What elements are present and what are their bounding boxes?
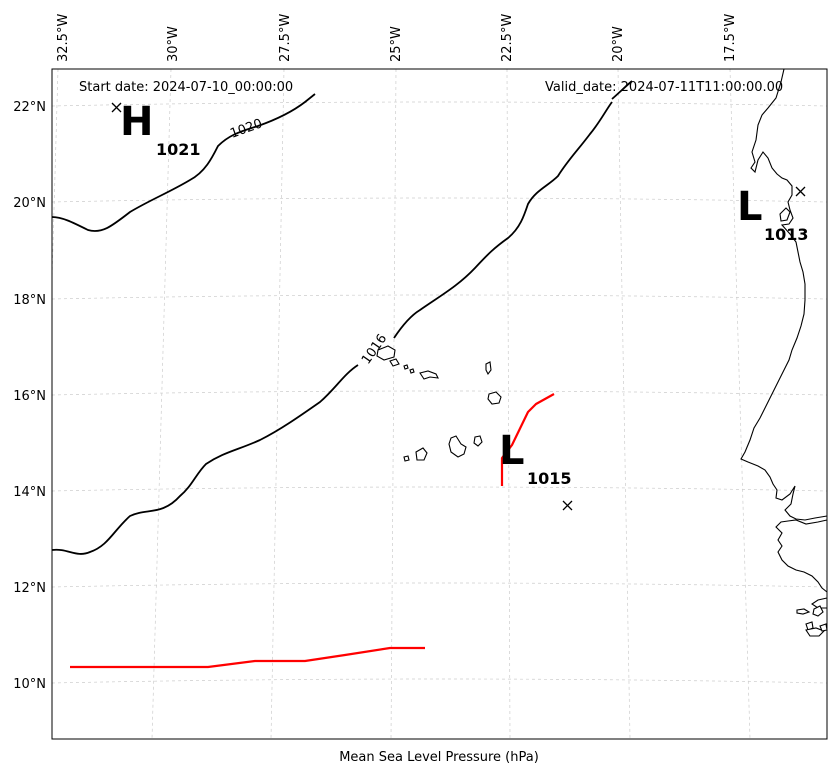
lat-tick-18n: 18°N bbox=[13, 293, 46, 308]
map-frame bbox=[51, 68, 828, 740]
high-center-value: 1021 bbox=[156, 140, 201, 159]
high-center-letter: H bbox=[120, 99, 153, 145]
cape-verde-islands bbox=[376, 345, 502, 462]
storm-track-cape-verde bbox=[500, 393, 555, 486]
map-caption: Mean Sea Level Pressure (hPa) bbox=[339, 750, 539, 765]
low-center-letter-east: L bbox=[737, 184, 763, 230]
lon-tick-17-5w: 17.5°W bbox=[723, 14, 738, 62]
lon-tick-32-5w: 32.5°W bbox=[56, 14, 71, 62]
low-center-value-south: 1015 bbox=[527, 469, 572, 488]
low-center-letter-south: L bbox=[499, 428, 525, 474]
valid-date: Valid_date: 2024-07-11T11:00:00.00 bbox=[545, 80, 783, 95]
isobar-1016 bbox=[51, 101, 613, 555]
pressure-center-markers bbox=[111, 102, 806, 511]
lat-tick-22n: 22°N bbox=[13, 100, 46, 115]
plot-area bbox=[52, 69, 827, 739]
low-center-marker-south bbox=[562, 500, 573, 511]
lon-tick-25w: 25°W bbox=[389, 26, 404, 62]
isobar-1020 bbox=[51, 93, 316, 232]
lon-tick-30w: 30°W bbox=[166, 26, 181, 62]
lon-tick-22-5w: 22.5°W bbox=[500, 14, 515, 62]
lon-tick-27-5w: 27.5°W bbox=[278, 14, 293, 62]
start-date: Start date: 2024-07-10_00:00:00 bbox=[79, 80, 293, 95]
longitude-ticks: 32.5°W 30°W 27.5°W 25°W 22.5°W 20°W 17.5… bbox=[56, 14, 738, 62]
low-center-marker-east bbox=[795, 186, 806, 197]
isobar-1020-north bbox=[611, 80, 633, 100]
lat-tick-14n: 14°N bbox=[13, 485, 46, 500]
high-center-marker bbox=[111, 102, 122, 113]
storm-tracks bbox=[70, 393, 555, 669]
lat-tick-16n: 16°N bbox=[13, 389, 46, 404]
latitude-ticks: 22°N 20°N 18°N 16°N 14°N 12°N 10°N bbox=[13, 100, 46, 692]
low-center-value-east: 1013 bbox=[764, 225, 809, 244]
lon-tick-20w: 20°W bbox=[611, 26, 626, 62]
lat-tick-12n: 12°N bbox=[13, 581, 46, 596]
isobars bbox=[51, 80, 633, 555]
lat-tick-10n: 10°N bbox=[13, 677, 46, 692]
storm-track-south bbox=[70, 646, 425, 669]
lat-tick-20n: 20°N bbox=[13, 196, 46, 211]
graticule bbox=[51, 68, 828, 740]
